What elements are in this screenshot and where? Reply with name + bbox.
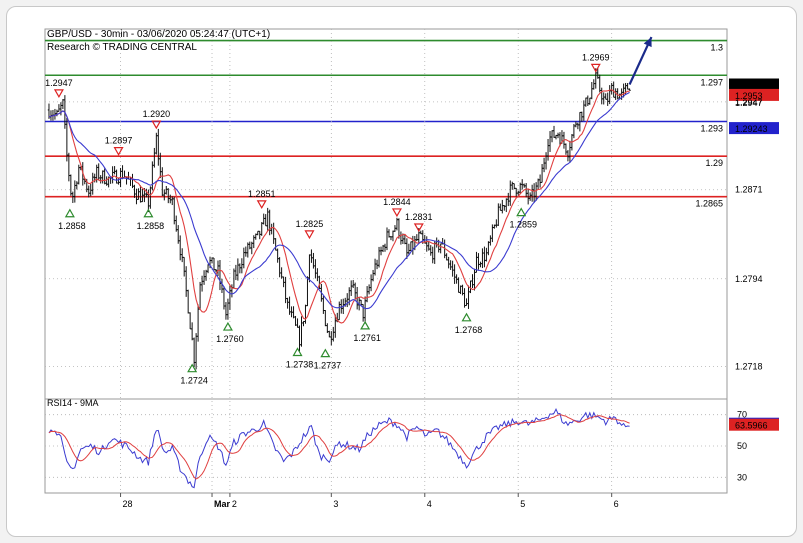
price-axis-ticks: 1.2947 1.2871 1.2794 1.2718 xyxy=(45,97,763,372)
price-tag-label: 1.2953 xyxy=(735,91,763,101)
rsi-axis-ticks: 70 50 30 xyxy=(45,410,747,482)
projection-arrow xyxy=(628,36,653,85)
swing-low-marker xyxy=(516,207,527,217)
swing-high-label: 1.2844 xyxy=(383,197,411,207)
swing-low-marker xyxy=(320,348,331,358)
rsi-tick-label: 50 xyxy=(737,441,747,451)
swing-low-label: 1.2768 xyxy=(455,325,483,335)
time-tick-label: 6 xyxy=(614,499,619,509)
swing-low-marker xyxy=(187,363,198,373)
chart-subtitle: Research © TRADING CENTRAL xyxy=(47,42,197,53)
swing-markers: 1.2947 1.2897 1.2920 1.2851 1.2825 1.2844 1.28… xyxy=(45,52,609,385)
level-label: 1.2865 xyxy=(695,199,723,209)
price-tick-label: 1.2718 xyxy=(735,362,763,372)
moving-average-slow xyxy=(48,91,630,310)
price-tag-box xyxy=(729,88,779,101)
swing-low-label: 1.2859 xyxy=(509,220,537,230)
price-tick-label: 1.2871 xyxy=(735,185,763,195)
time-tick-label: 28 xyxy=(123,499,133,509)
candlestick-series xyxy=(47,68,631,370)
swing-high-marker xyxy=(590,63,601,73)
swing-high-label: 1.2851 xyxy=(248,189,276,199)
swing-high-label: 1.2825 xyxy=(296,219,324,229)
swing-low-marker xyxy=(222,321,233,331)
level-label: 1.297 xyxy=(700,77,723,87)
chart-title: GBP/USD - 30min - 03/06/2020 05:24:47 (U… xyxy=(47,29,270,40)
swing-high-marker xyxy=(113,147,124,156)
swing-high-label: 1.2897 xyxy=(105,136,133,146)
swing-high-marker xyxy=(391,208,402,218)
rsi-tick-label: 30 xyxy=(737,472,747,482)
rsi-ma-line xyxy=(48,414,630,480)
swing-low-marker xyxy=(143,208,154,218)
support-resistance-levels: 1.3 1.297 1.293 1.29 1.2865 xyxy=(45,39,727,209)
time-tick-label: 2 xyxy=(232,499,237,509)
swing-low-label: 1.2738 xyxy=(286,360,314,370)
rsi-title: RSI14 - 9MA xyxy=(47,398,99,408)
swing-low-label: 1.2858 xyxy=(137,221,165,231)
swing-low-label: 1.2761 xyxy=(353,333,381,343)
price-tick-label: 1.2947 xyxy=(735,97,763,107)
rsi-tick-label: 70 xyxy=(737,410,747,420)
swing-high-marker xyxy=(304,230,315,240)
price-tick-label: 1.2794 xyxy=(735,274,763,284)
price-tag-box xyxy=(729,122,779,135)
moving-average-fast xyxy=(48,89,630,324)
price-tag-box xyxy=(729,418,779,431)
swing-low-label: 1.2724 xyxy=(180,376,208,386)
time-tick-label: 3 xyxy=(333,499,338,509)
time-tick-label: 5 xyxy=(520,499,525,509)
swing-high-marker xyxy=(256,200,267,210)
swing-high-marker xyxy=(53,89,64,99)
swing-low-marker xyxy=(360,320,371,330)
rsi-line xyxy=(48,408,630,489)
projection-arrowhead xyxy=(643,37,652,48)
price-tag-box xyxy=(729,78,779,91)
swing-high-marker xyxy=(151,120,162,130)
chart-frame: GBP/USD - 30min - 03/06/2020 05:24:47 (U… xyxy=(6,6,797,537)
price-tag-label: 63.5966 xyxy=(735,421,768,431)
price-tag-label: 1.29243 xyxy=(735,124,768,134)
price-tag-label: 1.2947 xyxy=(735,98,763,108)
swing-low-label: 1.2760 xyxy=(216,334,244,344)
swing-high-marker xyxy=(413,223,424,233)
swing-high-label: 1.2947 xyxy=(45,78,73,88)
swing-low-label: 1.2737 xyxy=(314,361,342,371)
level-label: 1.29 xyxy=(705,158,723,168)
level-label: 1.3 xyxy=(710,43,723,53)
price-chart[interactable]: GBP/USD - 30min - 03/06/2020 05:24:47 (U… xyxy=(7,7,796,536)
time-tick-label: Mar xyxy=(214,499,231,509)
swing-high-label: 1.2920 xyxy=(143,109,171,119)
price-tag-label: 1.2962 xyxy=(735,81,763,91)
price-plot-area xyxy=(44,28,728,400)
level-label: 1.293 xyxy=(700,124,723,134)
swing-high-label: 1.2969 xyxy=(582,52,610,62)
time-tick-label: 4 xyxy=(427,499,432,509)
swing-low-marker xyxy=(292,347,303,357)
swing-low-marker xyxy=(64,208,75,218)
swing-low-label: 1.2858 xyxy=(58,221,86,231)
swing-low-marker xyxy=(461,312,472,322)
swing-high-label: 1.2831 xyxy=(405,212,433,222)
